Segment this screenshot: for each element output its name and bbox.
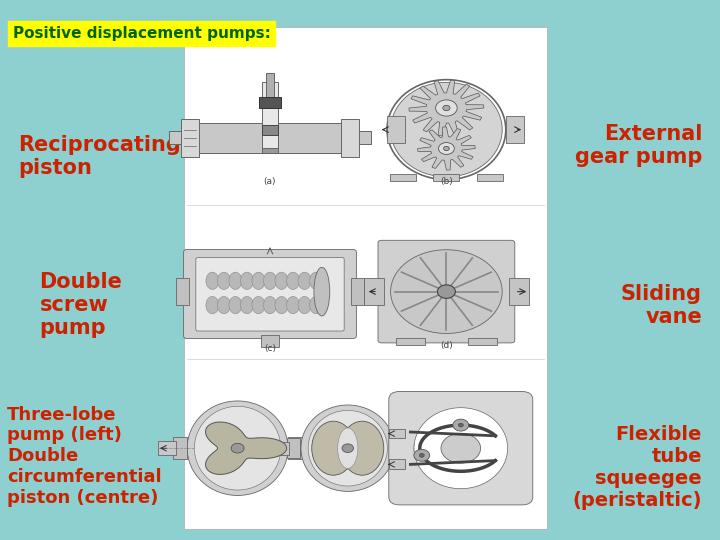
Ellipse shape [443,105,450,111]
Ellipse shape [206,296,219,314]
Ellipse shape [231,443,244,453]
Bar [509,278,529,305]
Bar [274,442,289,455]
Ellipse shape [287,272,300,289]
Bar [389,459,405,469]
Bar [351,278,364,305]
Bar [158,441,176,455]
FancyBboxPatch shape [378,240,515,343]
Text: Sliding
vane: Sliding vane [621,284,702,327]
Bar [390,174,416,181]
Ellipse shape [338,428,358,468]
Ellipse shape [314,267,330,316]
Bar [341,119,359,157]
Ellipse shape [453,419,469,431]
Bar [387,116,405,143]
Text: External
gear pump: External gear pump [575,124,702,167]
Bar [187,123,353,152]
Ellipse shape [310,272,323,289]
Ellipse shape [264,296,276,314]
Bar [176,278,189,305]
Bar [389,429,405,438]
Ellipse shape [229,272,242,289]
Bar [169,131,187,144]
Text: Positive displacement pumps:: Positive displacement pumps: [13,26,271,41]
Bar [506,116,524,143]
Ellipse shape [252,272,265,289]
Text: Double
screw
pump: Double screw pump [40,272,122,338]
Bar [353,131,371,144]
Text: Three-lobe
pump (left)
Double
circumferential
piston (centre): Three-lobe pump (left) Double circumfere… [7,406,162,507]
Ellipse shape [229,296,242,314]
Bar [259,97,281,108]
Ellipse shape [310,296,323,314]
Ellipse shape [438,285,455,298]
Ellipse shape [194,406,281,490]
Ellipse shape [438,143,454,154]
Bar [287,438,300,458]
Bar [300,441,318,455]
FancyBboxPatch shape [196,258,344,331]
Text: (a): (a) [264,177,276,186]
Bar [433,174,459,181]
Ellipse shape [252,296,265,314]
Bar [468,338,497,345]
Ellipse shape [390,82,503,177]
Polygon shape [205,422,287,474]
Ellipse shape [414,449,430,461]
Bar [262,125,278,135]
Bar [396,438,409,458]
Polygon shape [418,127,475,170]
Bar [407,442,421,455]
Ellipse shape [287,296,300,314]
Bar [396,338,425,345]
Ellipse shape [414,408,508,489]
Bar [262,82,278,152]
Bar [173,437,187,459]
Bar [477,174,503,181]
Ellipse shape [419,454,424,457]
Ellipse shape [240,296,253,314]
Bar [181,119,199,157]
Bar [288,437,302,459]
Ellipse shape [436,100,457,116]
Ellipse shape [275,296,288,314]
Text: Reciprocating
piston: Reciprocating piston [18,135,181,178]
Ellipse shape [298,272,311,289]
Ellipse shape [444,146,449,151]
Ellipse shape [341,421,384,475]
Ellipse shape [459,423,464,427]
Bar [266,73,274,108]
Text: Flexible
tube
squeegee
(peristaltic): Flexible tube squeegee (peristaltic) [572,424,702,510]
Text: (c): (c) [264,344,276,353]
Ellipse shape [390,249,503,333]
FancyBboxPatch shape [184,249,356,339]
Ellipse shape [308,410,387,486]
Ellipse shape [217,272,230,289]
Ellipse shape [264,272,276,289]
Bar [261,335,279,347]
Ellipse shape [298,296,311,314]
Ellipse shape [312,421,355,475]
Polygon shape [409,80,484,136]
Bar [184,27,547,529]
Ellipse shape [217,296,230,314]
Bar [364,278,384,305]
Ellipse shape [441,433,481,463]
Ellipse shape [206,272,219,289]
Ellipse shape [301,405,395,491]
Ellipse shape [342,444,354,453]
Text: (b): (b) [440,177,453,186]
Ellipse shape [275,272,288,289]
Bar [262,148,278,152]
Ellipse shape [187,401,288,496]
Ellipse shape [240,272,253,289]
FancyBboxPatch shape [389,392,533,505]
Text: (d): (d) [440,341,453,350]
